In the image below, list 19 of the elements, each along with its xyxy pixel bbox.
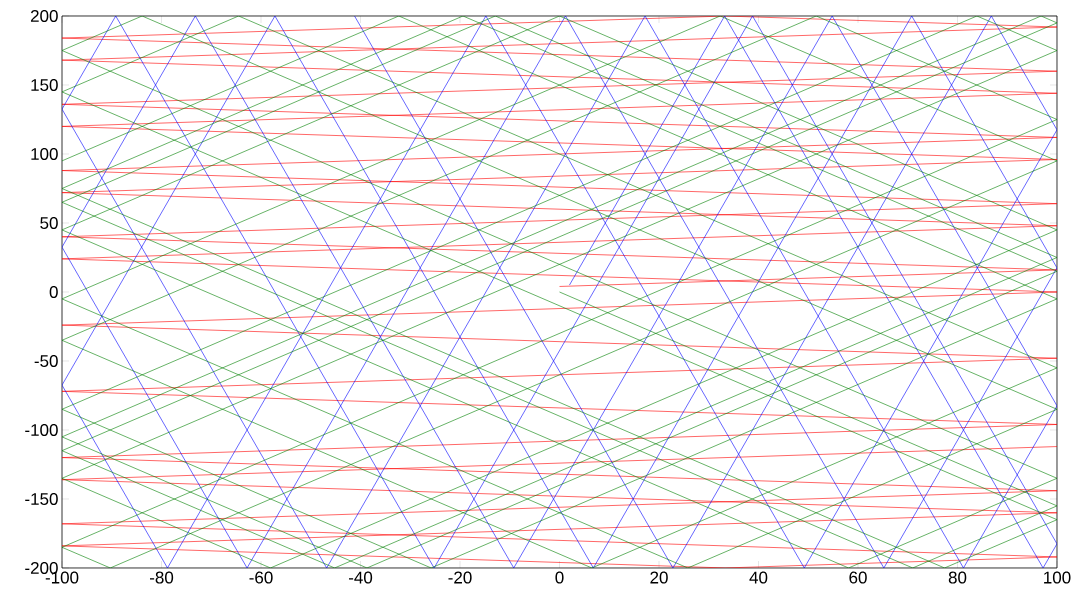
y-tick-label: -50 <box>34 354 58 368</box>
x-tick-label: 0 <box>555 571 564 584</box>
y-tick-label: -150 <box>25 492 58 506</box>
x-tick-label: -60 <box>249 571 273 584</box>
y-tick-label: 200 <box>30 9 58 23</box>
x-tick-label: 80 <box>948 571 967 584</box>
x-tick-label: 60 <box>849 571 867 584</box>
x-tick-label: 100 <box>1044 571 1071 584</box>
y-tick-label: 0 <box>49 285 58 299</box>
x-tick-label: 40 <box>749 571 768 584</box>
x-tick-label: -80 <box>149 571 174 584</box>
y-tick-label: 150 <box>31 78 58 92</box>
y-tick-label: 50 <box>40 216 58 230</box>
y-tick-label: -100 <box>25 423 58 437</box>
x-tick-label: -20 <box>448 571 472 584</box>
line-series <box>62 15 1057 568</box>
x-tick-label: -40 <box>348 571 373 584</box>
x-tick-label: 20 <box>650 571 668 584</box>
y-tick-label: 100 <box>31 147 58 161</box>
